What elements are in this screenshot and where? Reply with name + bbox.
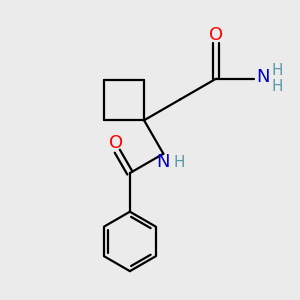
Text: N: N <box>256 68 270 86</box>
Text: H: H <box>174 154 185 169</box>
Text: O: O <box>209 26 223 44</box>
Text: H: H <box>271 79 283 94</box>
Text: N: N <box>157 153 170 171</box>
Text: H: H <box>271 63 283 78</box>
Text: O: O <box>109 134 123 152</box>
